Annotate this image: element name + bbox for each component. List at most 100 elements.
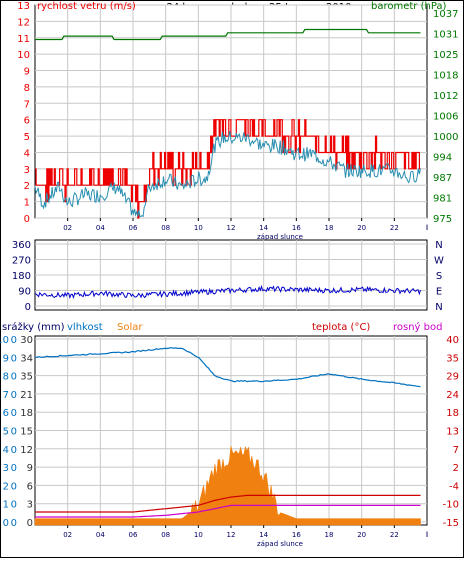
baro-tick-label: 1006 (433, 112, 458, 123)
solar-tick-label: 34 (20, 353, 33, 364)
wind-tick-label: 5 (24, 132, 30, 143)
humidity-tick-label: 0 (11, 518, 17, 529)
x-tick-p3-label: 20 (357, 531, 366, 539)
dewpoint-line (35, 504, 421, 518)
compass-tick-label: E (436, 287, 442, 298)
compass-tick-label: N (435, 302, 442, 313)
wind-tick-label: 3 (24, 165, 30, 176)
x-tick-p1-label: 22 (390, 224, 399, 232)
rain-tick-label: 9 (3, 353, 9, 364)
compass-tick-label: W (434, 256, 444, 267)
x-tick-p1-label: 08 (161, 224, 170, 232)
wind-tick-label: 9 (24, 67, 30, 78)
baro-axis-label: barometr (hPa) (371, 1, 447, 12)
x-tick-p3-label: 14 (259, 531, 268, 539)
dewpoint-axis-label: rosný bod (393, 321, 442, 333)
x-tick-p3-label: 02 (63, 531, 72, 539)
humidity-tick-label: 0 (11, 445, 17, 456)
temperature-line (35, 494, 421, 513)
x-tick-p1-label: 10 (194, 224, 203, 232)
wind-tick-label: 13 (17, 1, 30, 12)
x-tick-p1-label: 20 (357, 224, 366, 232)
x-tick-p3-label: 08 (161, 531, 170, 539)
humidity-tick-label: 0 (11, 481, 17, 492)
humidity-tick-label: 0 (11, 463, 17, 474)
wind-tick-label: 2 (24, 181, 30, 192)
humidity-tick-label: 0 (11, 500, 17, 511)
humidity-tick-label: 0 (11, 353, 17, 364)
wind-tick-label: 7 (24, 99, 30, 110)
rain-tick-label: 5 (3, 427, 9, 438)
wind-axis-label: rychlost vetru (m/s) (37, 1, 136, 12)
wind-tick-label: 8 (24, 83, 30, 94)
rain-tick-label: 6 (3, 408, 9, 419)
direction-tick-label: 90 (18, 287, 31, 298)
baro-tick-label: 1031 (433, 30, 458, 41)
baro-tick-label: 1025 (433, 50, 458, 61)
wind-average-line (34, 131, 421, 218)
rain-tick-label: 0 (3, 518, 9, 529)
rain-tick-label: 4 (3, 445, 9, 456)
rain-tick-label: 8 (3, 372, 9, 383)
temperature-tick-label: 24 (446, 390, 459, 401)
x-tick-p1-label: 06 (129, 224, 138, 232)
baro-tick-label: 987 (433, 173, 452, 184)
solar-tick-label: 0 (27, 518, 33, 529)
baro-tick-label: 1037 (433, 9, 458, 20)
solar-tick-label: 18 (20, 408, 33, 419)
direction-tick-label: 270 (12, 256, 31, 267)
baro-tick-label: 981 (433, 194, 452, 205)
temperature-tick-label: 40 (446, 335, 459, 346)
x-tick-p3-note: západ slunce (257, 540, 303, 548)
humidity-tick-label: 0 (11, 372, 17, 383)
humidity-tick-label: 0 (11, 390, 17, 401)
direction-tick-label: 180 (12, 271, 31, 282)
x-tick-p3-label: 16 (292, 531, 301, 539)
temperature-tick-label: -10 (443, 500, 459, 511)
wind-tick-label: 1 (24, 198, 30, 209)
humidity-tick-label: 0 (11, 335, 17, 346)
solar-tick-label: 35 (20, 372, 33, 383)
solar-tick-label: 30 (20, 335, 33, 346)
wind-tick-label: 4 (24, 148, 30, 159)
x-tick-p1-label: 18 (325, 224, 334, 232)
x-tick-p1-label: 02 (63, 224, 72, 232)
direction-tick-label: 0 (25, 302, 31, 313)
rain-tick-label: 2 (3, 481, 9, 492)
humidity-tick-label: 0 (11, 408, 17, 419)
temperature-tick-label: 7 (453, 445, 459, 456)
humidity-axis-label: vlhkost (67, 322, 103, 333)
solar-tick-label: 9 (27, 463, 33, 474)
wind-tick-label: 0 (24, 214, 30, 225)
x-tick-p3-label: 06 (129, 531, 138, 539)
temperature-axis-label: teplota (°C) (312, 322, 370, 333)
solar-axis-label: Solar (117, 322, 143, 333)
rain-axis-label: srážky (mm) (2, 321, 65, 333)
compass-tick-label: N (435, 240, 442, 251)
compass-tick-label: S (436, 271, 442, 282)
wind-tick-label: 10 (17, 50, 30, 61)
wind-direction-line (34, 284, 421, 300)
rain-tick-label: 3 (3, 463, 9, 474)
x-tick-p3-end: ı (426, 529, 429, 540)
temperature-tick-label: -4 (449, 481, 459, 492)
temperature-tick-label: 18 (446, 408, 459, 419)
temperature-tick-label: 13 (446, 427, 459, 438)
solar-tick-label: 6 (27, 481, 33, 492)
barometer-line (35, 28, 421, 41)
baro-tick-label: 1012 (433, 91, 458, 102)
rain-tick-label: 7 (3, 390, 9, 401)
temperature-tick-label: 29 (446, 372, 459, 383)
x-tick-p3-label: 04 (96, 531, 105, 539)
baro-tick-label: 975 (433, 214, 452, 225)
humidity-tick-label: 0 (11, 427, 17, 438)
rain-tick-label: 1 (3, 500, 9, 511)
temperature-tick-label: 35 (446, 353, 459, 364)
x-tick-p1-label: 04 (96, 224, 105, 232)
solar-tick-label: 12 (20, 445, 33, 456)
wind-tick-label: 12 (17, 17, 30, 28)
x-tick-p3-label: 22 (390, 531, 399, 539)
baro-tick-label: 994 (433, 153, 452, 164)
temperature-tick-label: 2 (453, 463, 459, 474)
